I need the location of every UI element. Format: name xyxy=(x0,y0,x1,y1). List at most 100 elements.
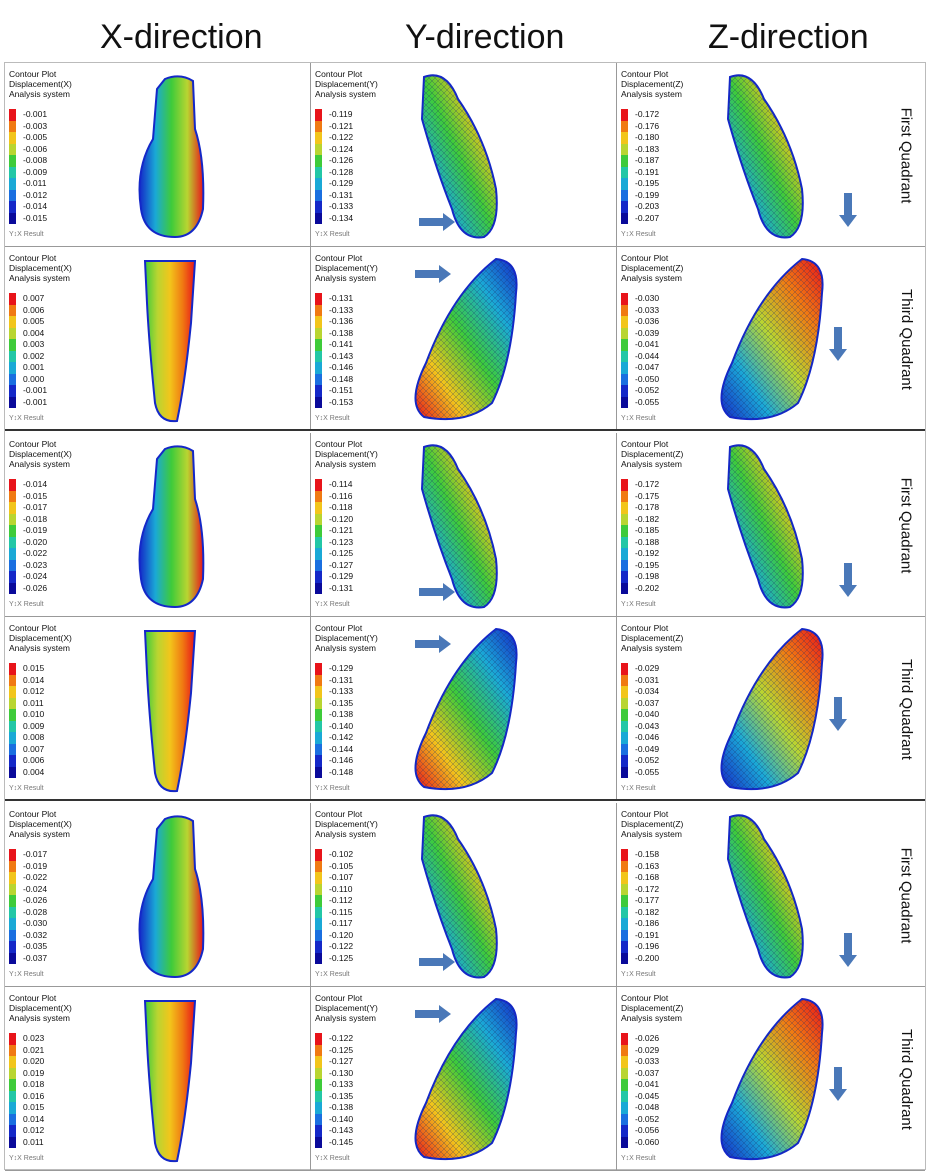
legend-swatch xyxy=(621,502,628,514)
legend-value: -0.198 xyxy=(635,571,660,581)
legend-swatch xyxy=(315,327,322,339)
plot-header-text: Contour Plot Displacement(X) Analysis syst… xyxy=(9,253,72,283)
axis-triad-label: Y↕X Result xyxy=(9,785,44,792)
plot-title: Contour Plot xyxy=(9,993,57,1003)
plot-title: Contour Plot xyxy=(9,69,57,79)
quadrant-label: First Quadrant xyxy=(893,803,919,987)
legend-swatch xyxy=(315,582,322,594)
legend-swatch xyxy=(9,385,16,397)
plot-cell-z: Contour Plot Displacement(Z) Analysis syst… xyxy=(617,247,925,429)
legend-value: -0.191 xyxy=(635,929,660,940)
arrow-right-icon xyxy=(415,1005,451,1023)
legend-swatch xyxy=(621,860,628,872)
legend-swatch xyxy=(621,120,628,132)
plot-header-text: Contour Plot Displacement(Y) Analysis syst… xyxy=(315,439,378,469)
plot-cell-x: Contour Plot Displacement(X) Analysis syst… xyxy=(5,247,311,429)
arrow-down-icon xyxy=(829,1067,847,1101)
legend-swatch xyxy=(315,548,322,560)
contour-plot-grid: Contour Plot Displacement(X) Analysis syst… xyxy=(4,62,926,1171)
analysis-system-label: Analysis system xyxy=(315,1013,376,1023)
analysis-system-label: Analysis system xyxy=(621,459,682,469)
legend-value: -0.192 xyxy=(635,548,660,558)
legend-value: 0.008 xyxy=(23,732,45,742)
legend-swatch xyxy=(621,339,628,351)
plot-header-text: Contour Plot Displacement(X) Analysis syst… xyxy=(9,623,72,653)
plot-title: Contour Plot xyxy=(9,439,57,449)
legend-value: -0.048 xyxy=(635,1102,660,1112)
legend-swatch xyxy=(621,906,628,918)
legend-value: 0.011 xyxy=(23,697,44,708)
legend-swatch xyxy=(9,895,16,907)
legend-value: -0.195 xyxy=(635,559,660,570)
axis-triad-label: Y↕X Result xyxy=(315,971,350,978)
legend-value: -0.001 xyxy=(23,385,48,395)
legend-swatch xyxy=(315,709,322,721)
legend-swatch xyxy=(315,571,322,583)
arrow-right-icon xyxy=(415,635,451,653)
legend-swatch xyxy=(9,201,16,213)
legend-swatch xyxy=(315,132,322,144)
plot-cell-y: Contour Plot Displacement(Y) Analysis syst… xyxy=(311,803,617,986)
legend-value: -0.148 xyxy=(329,766,354,777)
legend-swatch xyxy=(315,293,322,305)
legend-value: -0.014 xyxy=(23,201,48,211)
legend-swatch xyxy=(9,536,16,548)
legend-value: -0.056 xyxy=(635,1125,660,1135)
legend-value: 0.020 xyxy=(23,1056,45,1066)
legend-swatch xyxy=(621,1079,628,1091)
legend-value: 0.010 xyxy=(23,709,45,719)
legend-value: -0.127 xyxy=(329,1056,354,1066)
legend-swatch xyxy=(315,663,322,675)
analysis-system-label: Analysis system xyxy=(9,1013,70,1023)
axis-triad-label: Y↕X Result xyxy=(621,601,656,608)
legend-value: -0.026 xyxy=(23,582,48,593)
legend-value: -0.052 xyxy=(635,385,660,395)
legend-value: -0.172 xyxy=(635,109,660,119)
analysis-system-label: Analysis system xyxy=(621,89,682,99)
plot-header-text: Contour Plot Displacement(Z) Analysis syst… xyxy=(621,809,683,839)
plot-cell-z: Contour Plot Displacement(Z) Analysis syst… xyxy=(617,617,925,799)
legend-swatch xyxy=(9,849,16,861)
legend-value: -0.030 xyxy=(23,918,48,928)
legend-swatch xyxy=(9,720,16,732)
legend-swatch xyxy=(621,490,628,502)
legend-value: -0.177 xyxy=(635,895,660,905)
legend-value: 0.014 xyxy=(23,674,45,685)
legend-swatch xyxy=(621,201,628,213)
analysis-system-label: Analysis system xyxy=(621,643,682,653)
legend-value: -0.122 xyxy=(329,132,354,142)
legend-value: -0.133 xyxy=(329,201,354,211)
legend-swatch xyxy=(621,918,628,930)
axis-triad-label: Y↕X Result xyxy=(315,785,350,792)
legend-swatch xyxy=(315,304,322,316)
tooth-model-z xyxy=(726,74,804,239)
legend-swatch xyxy=(621,350,628,362)
plot-title: Contour Plot xyxy=(315,253,363,263)
legend-value: -0.114 xyxy=(329,479,353,489)
legend-value: -0.195 xyxy=(635,178,660,188)
plot-cell-y: Contour Plot Displacement(Y) Analysis syst… xyxy=(311,617,617,799)
legend-value: -0.143 xyxy=(329,1125,354,1135)
legend-swatch xyxy=(621,479,628,491)
legend-swatch xyxy=(315,385,322,397)
analysis-system-label: Analysis system xyxy=(315,829,376,839)
legend-swatch xyxy=(621,373,628,385)
displacement-label: Displacement(Z) xyxy=(621,263,684,273)
legend-swatch xyxy=(9,304,16,316)
legend-swatch xyxy=(315,120,322,132)
legend-swatch xyxy=(315,155,322,167)
legend-value: 0.023 xyxy=(23,1033,45,1043)
result-row: Contour Plot Displacement(X) Analysis syst… xyxy=(5,433,925,617)
plot-header-text: Contour Plot Displacement(Y) Analysis syst… xyxy=(315,69,378,99)
plot-header-text: Contour Plot Displacement(Y) Analysis syst… xyxy=(315,809,378,839)
legend-value: -0.158 xyxy=(635,849,660,859)
legend-value: -0.120 xyxy=(329,513,354,524)
legend-swatch xyxy=(9,293,16,305)
legend-swatch xyxy=(621,525,628,537)
plot-cell-y: Contour Plot Displacement(Y) Analysis syst… xyxy=(311,247,617,429)
legend-swatch xyxy=(315,872,322,884)
legend-swatch xyxy=(315,720,322,732)
legend-swatch xyxy=(621,316,628,328)
legend-swatch xyxy=(315,674,322,686)
legend-swatch xyxy=(315,697,322,709)
